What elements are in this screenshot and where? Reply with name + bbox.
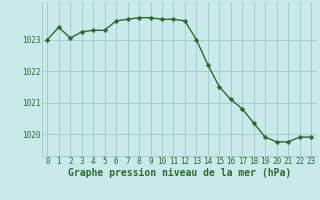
X-axis label: Graphe pression niveau de la mer (hPa): Graphe pression niveau de la mer (hPa) [68, 168, 291, 178]
